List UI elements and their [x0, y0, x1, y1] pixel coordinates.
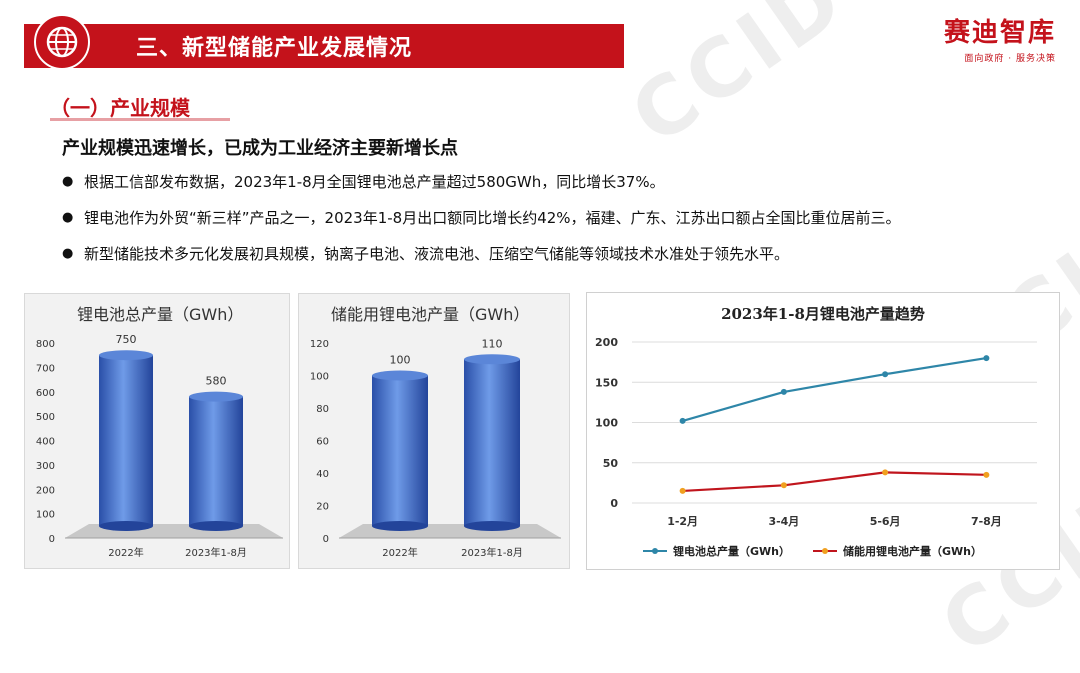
data-label: 110 — [482, 337, 503, 350]
data-point — [780, 482, 787, 489]
brand-logo: 赛迪智库 面向政府 · 服务决策 — [944, 12, 1056, 64]
y-tick-label: 80 — [316, 404, 329, 415]
data-point — [882, 469, 889, 476]
bar-base — [189, 521, 243, 531]
data-point — [882, 371, 889, 378]
y-tick-label: 40 — [316, 469, 329, 480]
x-tick-label: 7-8月 — [971, 515, 1002, 528]
y-tick-label: 800 — [36, 339, 55, 350]
watermark: CCID — [614, 0, 863, 163]
y-tick-label: 200 — [36, 485, 55, 496]
chart-title: 锂电池总产量（GWh） — [77, 305, 243, 324]
legend-label: 储能用锂电池产量（GWh） — [843, 544, 982, 558]
legend-label: 锂电池总产量（GWh） — [673, 544, 790, 558]
x-tick-label: 3-4月 — [768, 515, 799, 528]
chart-title: 储能用锂电池产量（GWh） — [331, 305, 529, 324]
y-tick-label: 700 — [36, 363, 55, 374]
x-tick-label: 1-2月 — [667, 515, 698, 528]
bar — [189, 396, 243, 526]
y-tick-label: 300 — [36, 461, 55, 472]
y-tick-label: 0 — [49, 534, 55, 545]
y-tick-label: 500 — [36, 412, 55, 423]
bullet-item: 根据工信部发布数据，2023年1-8月全国锂电池总产量超过580GWh，同比增长… — [62, 172, 1072, 192]
data-point — [679, 417, 686, 424]
y-tick-label: 200 — [595, 336, 618, 349]
header-bar — [24, 24, 624, 68]
y-tick-label: 120 — [310, 339, 329, 350]
chart-panel-trend: 2023年1-8月锂电池产量趋势 0 50 100 150 200 1-2月 3-4月 5-6月… — [586, 292, 1060, 570]
bar-base — [372, 521, 428, 531]
x-tick-label: 2023年1-8月 — [461, 546, 523, 559]
x-tick-label: 5-6月 — [870, 515, 901, 528]
chart-title: 2023年1-8月锂电池产量趋势 — [721, 305, 925, 323]
y-tick-label: 400 — [36, 437, 55, 448]
brand-name: 赛迪智库 — [943, 18, 1056, 48]
data-label: 580 — [206, 375, 227, 388]
bar — [372, 375, 428, 526]
data-label: 100 — [390, 354, 411, 367]
data-point — [983, 355, 990, 362]
bar-top — [189, 391, 243, 402]
bar-base — [464, 521, 520, 531]
y-tick-label: 50 — [603, 457, 619, 470]
y-tick-label: 20 — [316, 502, 329, 513]
brand-slogan: 面向政府 · 服务决策 — [964, 54, 1056, 64]
series-line — [682, 357, 987, 422]
y-tick-label: 0 — [323, 534, 329, 545]
bullet-item: 锂电池作为外贸“新三样”产品之一，2023年1-8月出口额同比增长约42%，福建… — [62, 208, 1072, 228]
chart-total-output: 锂电池总产量（GWh） 0 100 200 300 400 500 600 700 800 750 2… — [36, 305, 283, 559]
lead-heading: 产业规模迅速增长，已成为工业经济主要新增长点 — [62, 138, 458, 159]
x-tick-label: 2022年 — [382, 546, 417, 559]
y-tick-label: 600 — [36, 388, 55, 399]
y-tick-label: 150 — [595, 376, 618, 389]
y-tick-label: 0 — [610, 497, 618, 510]
y-tick-label: 100 — [310, 372, 329, 383]
y-tick-label: 100 — [595, 417, 618, 430]
legend-marker — [652, 548, 658, 554]
bullet-list: 根据工信部发布数据，2023年1-8月全国锂电池总产量超过580GWh，同比增长… — [62, 172, 1072, 280]
legend-marker — [822, 548, 828, 554]
bar-top — [99, 350, 153, 361]
data-point — [780, 388, 787, 395]
bar-top — [372, 370, 428, 381]
section-title: （一）产业规模 — [50, 96, 190, 120]
bar-base — [99, 521, 153, 531]
data-point — [679, 487, 686, 494]
series-line — [682, 471, 987, 493]
data-point — [983, 471, 990, 478]
page-title: 三、新型储能产业发展情况 — [136, 36, 413, 61]
globe-logo-icon — [34, 14, 90, 70]
bar-top — [464, 354, 520, 365]
chart-panel-storage: 储能用锂电池产量（GWh） 0 20 40 60 80 100 120 100 2022年 110 2… — [298, 293, 570, 569]
bar — [99, 355, 153, 526]
chart-trend: 2023年1-8月锂电池产量趋势 0 50 100 150 200 1-2月 3-4月 5-6月… — [595, 305, 1037, 558]
bullet-item: 新型储能技术多元化发展初具规模，钠离子电池、液流电池、压缩空气储能等领域技术水准… — [62, 244, 1072, 264]
chart-storage-output: 储能用锂电池产量（GWh） 0 20 40 60 80 100 120 100 2022年 110 2… — [310, 305, 561, 559]
y-tick-label: 100 — [36, 510, 55, 521]
bar — [464, 359, 520, 526]
y-tick-label: 60 — [316, 437, 329, 448]
data-label: 750 — [116, 333, 137, 346]
section-underline — [50, 118, 230, 121]
x-tick-label: 2022年 — [108, 546, 143, 559]
chart-floor — [65, 524, 283, 538]
chart-panel-total: 锂电池总产量（GWh） 0 100 200 300 400 500 600 700 800 750 2… — [24, 293, 290, 569]
x-tick-label: 2023年1-8月 — [185, 546, 247, 559]
